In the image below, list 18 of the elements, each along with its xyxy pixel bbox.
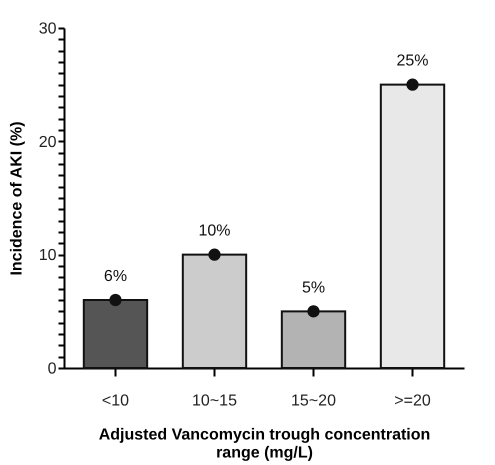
y-tick-label: 0 (48, 360, 57, 378)
point (208, 248, 221, 261)
x-tick-label: 10~15 (192, 392, 238, 410)
y-tick-label: 20 (38, 134, 57, 151)
data-label: 6% (104, 268, 128, 285)
x-tick-label: <10 (102, 392, 130, 410)
data-label: 25% (396, 52, 429, 70)
x-tick-label: 15~20 (291, 392, 336, 410)
point (406, 78, 419, 91)
y-tick-label: 30 (38, 20, 57, 38)
y-tick-label: 10 (38, 247, 57, 264)
x-tick-label: >=20 (394, 392, 431, 410)
x-axis-title: Adjusted Vancomycin trough concentration range (mg/L) (98, 426, 430, 462)
data-label: 5% (302, 279, 326, 296)
point (307, 305, 320, 318)
y-axis-title: Incidence of AKI (%) (8, 121, 26, 276)
point (109, 294, 122, 306)
data-label: 10% (198, 222, 231, 240)
